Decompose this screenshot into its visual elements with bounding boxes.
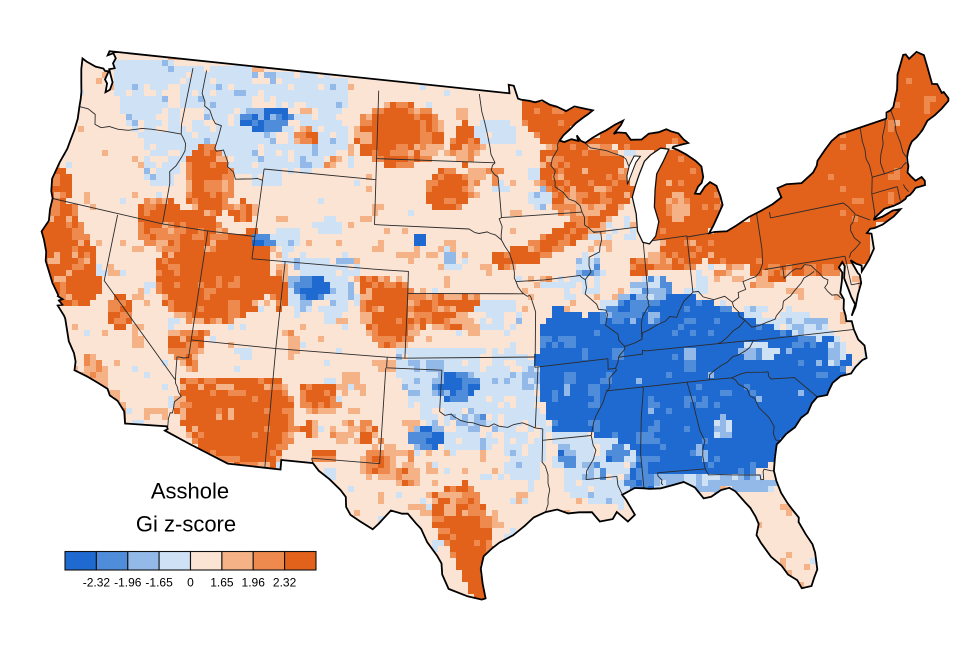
svg-text:Gi z-score: Gi z-score xyxy=(136,512,236,537)
svg-text:Asshole: Asshole xyxy=(151,479,229,504)
svg-text:-1.96: -1.96 xyxy=(114,576,142,590)
svg-text:1.65: 1.65 xyxy=(210,576,234,590)
svg-text:-2.32: -2.32 xyxy=(83,576,111,590)
svg-text:1.96: 1.96 xyxy=(242,576,266,590)
svg-text:2.32: 2.32 xyxy=(273,576,297,590)
svg-text:-1.65: -1.65 xyxy=(145,576,173,590)
svg-text:0: 0 xyxy=(187,576,194,590)
